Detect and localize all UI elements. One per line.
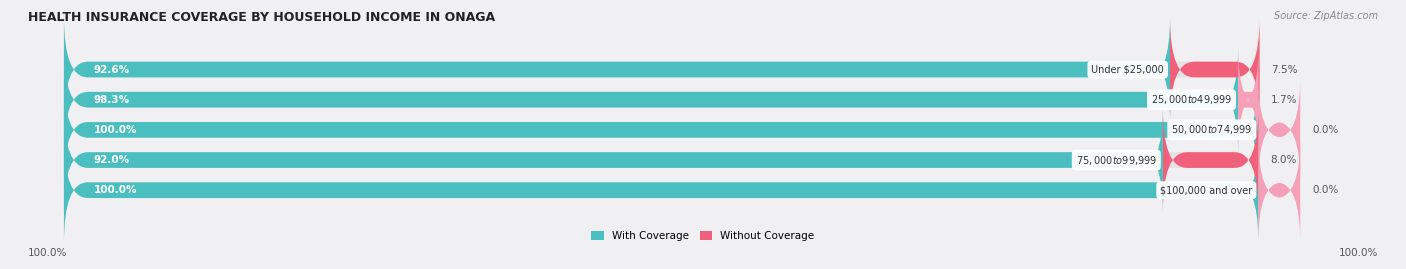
FancyBboxPatch shape [63, 17, 1258, 122]
FancyBboxPatch shape [63, 47, 1258, 152]
FancyBboxPatch shape [1234, 47, 1263, 152]
Text: $75,000 to $99,999: $75,000 to $99,999 [1076, 154, 1157, 167]
Text: 100.0%: 100.0% [1339, 248, 1378, 258]
Text: 100.0%: 100.0% [94, 185, 138, 195]
FancyBboxPatch shape [63, 77, 1258, 182]
Text: 0.0%: 0.0% [1312, 125, 1339, 135]
FancyBboxPatch shape [63, 47, 1239, 152]
Text: $100,000 and over: $100,000 and over [1160, 185, 1253, 195]
Text: 100.0%: 100.0% [94, 125, 138, 135]
Text: 98.3%: 98.3% [94, 95, 129, 105]
Text: 92.0%: 92.0% [94, 155, 129, 165]
Text: $25,000 to $49,999: $25,000 to $49,999 [1152, 93, 1232, 106]
Text: 0.0%: 0.0% [1312, 185, 1339, 195]
Text: 8.0%: 8.0% [1271, 155, 1296, 165]
Legend: With Coverage, Without Coverage: With Coverage, Without Coverage [588, 226, 818, 245]
FancyBboxPatch shape [63, 77, 1258, 182]
FancyBboxPatch shape [63, 108, 1258, 213]
FancyBboxPatch shape [1170, 17, 1260, 122]
FancyBboxPatch shape [1163, 108, 1258, 213]
Text: Source: ZipAtlas.com: Source: ZipAtlas.com [1274, 11, 1378, 21]
Text: Under $25,000: Under $25,000 [1091, 65, 1164, 75]
Text: 92.6%: 92.6% [94, 65, 129, 75]
Text: 7.5%: 7.5% [1271, 65, 1298, 75]
FancyBboxPatch shape [63, 17, 1170, 122]
FancyBboxPatch shape [63, 138, 1258, 243]
Text: $50,000 to $74,999: $50,000 to $74,999 [1171, 123, 1253, 136]
Text: 100.0%: 100.0% [28, 248, 67, 258]
Text: HEALTH INSURANCE COVERAGE BY HOUSEHOLD INCOME IN ONAGA: HEALTH INSURANCE COVERAGE BY HOUSEHOLD I… [28, 11, 495, 24]
FancyBboxPatch shape [1258, 138, 1301, 243]
FancyBboxPatch shape [63, 138, 1258, 243]
FancyBboxPatch shape [1258, 77, 1301, 182]
FancyBboxPatch shape [63, 108, 1163, 213]
Text: 1.7%: 1.7% [1271, 95, 1296, 105]
